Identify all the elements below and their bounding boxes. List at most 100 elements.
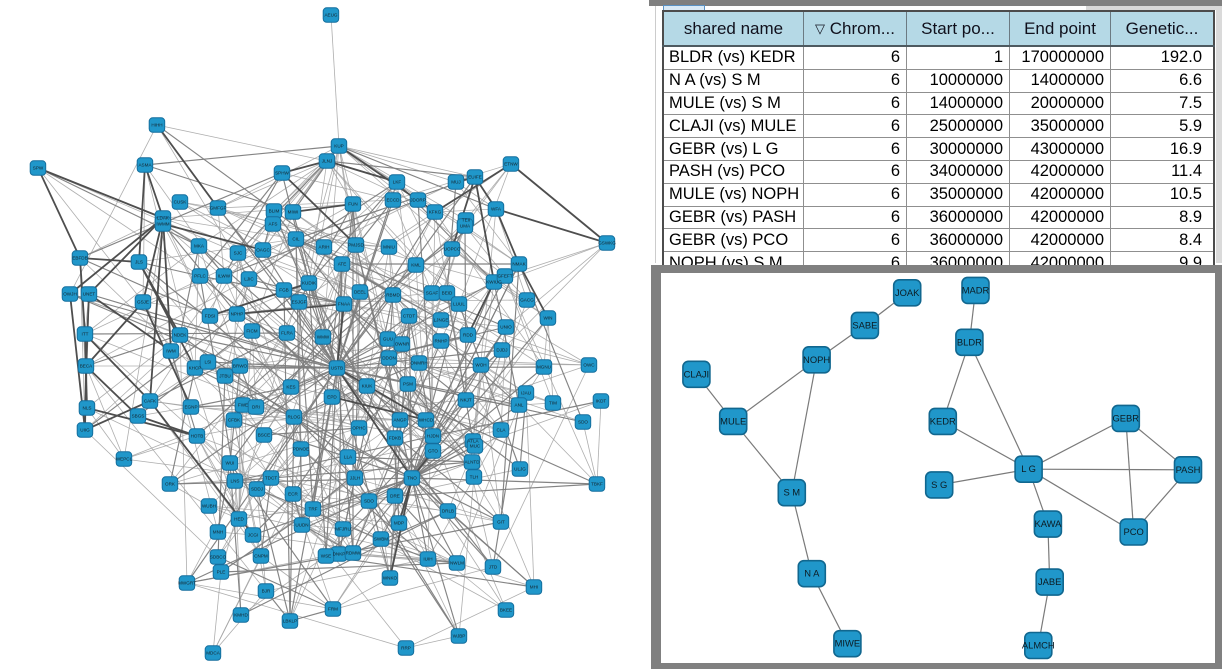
svg-text:MUC: MUC [470,444,481,449]
svg-text:GFEFT: GFEFT [497,274,512,279]
svg-text:LBKLP: LBKLP [283,619,297,624]
svg-text:EBFDB: EBFDB [72,256,87,261]
svg-text:NOPH: NOPH [803,354,830,365]
svg-text:HJDN: HJDN [427,434,439,439]
svg-text:ORK: ORK [165,482,176,487]
svg-text:LDAK: LDAK [157,216,170,221]
svg-text:MULE: MULE [720,415,746,426]
svg-text:S G: S G [931,479,947,490]
svg-text:USTB: USTB [331,366,343,371]
svg-text:LSI: LSI [205,360,212,365]
svg-text:BECA: BECA [80,364,93,369]
svg-text:MDP: MDP [394,521,404,526]
svg-text:MUJ: MUJ [451,180,460,185]
svg-text:CTDT: CTDT [403,314,415,319]
svg-text:N A: N A [804,568,820,579]
svg-text:GACG: GACG [520,298,534,303]
svg-text:SPHW: SPHW [275,171,289,176]
svg-text:L G: L G [1021,463,1036,474]
svg-text:WMW: WMW [317,335,330,340]
svg-text:EUIFE: EUIFE [468,175,482,180]
svg-text:HIHH: HIHH [151,123,162,128]
svg-text:MIWE: MIWE [834,638,860,649]
svg-text:MFJRU: MFJRU [335,527,351,532]
svg-text:ILWW: ILWW [218,274,231,279]
svg-text:PASH: PASH [1175,464,1200,475]
svg-text:JABE: JABE [1037,576,1060,587]
svg-text:ATE: ATE [338,262,347,267]
svg-text:JDORP: JDORP [410,198,426,203]
svg-text:UUDN: UUDN [295,523,308,528]
svg-text:SJC: SJC [234,251,243,256]
svg-text:WIN: WIN [544,316,553,321]
svg-text:DEEL: DEEL [354,290,366,295]
svg-text:NLS: NLS [83,406,92,411]
svg-text:BSCE: BSCE [258,433,271,438]
svg-text:FNAA: FNAA [338,302,351,307]
svg-text:KES: KES [286,385,295,390]
svg-text:WEPCL: WEPCL [116,457,133,462]
svg-text:BEID: BEID [442,291,453,296]
svg-text:ITT: ITT [82,332,89,337]
svg-text:FRM: FRM [328,607,338,612]
svg-text:FLRA: FLRA [281,331,294,336]
svg-text:SDO: SDO [364,499,374,504]
svg-text:TLH: TLH [470,475,479,480]
svg-text:ONMRH: ONMRH [410,361,427,366]
svg-text:MGNU: MGNU [537,365,551,370]
svg-text:PDNOE: PDNOE [293,447,309,452]
svg-text:RRP: RRP [401,646,411,651]
svg-text:KAWA: KAWA [1034,518,1062,529]
svg-text:NKJT: NKJT [460,398,472,403]
svg-text:FUN: FUN [348,202,357,207]
svg-text:MNIU: MNIU [383,245,395,250]
svg-text:PCO: PCO [1123,526,1143,537]
svg-text:CNPM: CNPM [254,554,268,559]
svg-text:LLA: LLA [344,455,353,460]
svg-text:BLIM: BLIM [269,209,280,214]
svg-text:CFBK: CFBK [228,418,241,423]
svg-text:HED: HED [234,517,244,522]
svg-text:MDCA: MDCA [206,651,220,656]
svg-text:ETNW: ETNW [504,162,518,167]
svg-text:IKDT: IKDT [596,399,607,404]
svg-text:MADR: MADR [961,284,989,295]
svg-text:GSJE: GSJE [137,300,149,305]
svg-text:ARIH: ARIH [319,245,330,250]
svg-text:WUBH: WUBH [202,504,216,509]
svg-text:GIT: GIT [497,520,505,525]
svg-text:LUUL: LUUL [453,302,465,307]
svg-text:SWBM: SWBM [374,537,388,542]
svg-text:JJLH: JJLH [350,476,360,481]
svg-text:NMAK: NMAK [512,262,526,267]
svg-text:CAFK: CAFK [144,399,157,404]
svg-text:MNH: MNH [213,530,223,535]
svg-text:UIIG: UIIG [80,428,90,433]
svg-text:SDBCO: SDBCO [210,555,227,560]
svg-text:HOTB: HOTB [191,434,204,439]
svg-text:JCGI: JCGI [248,533,258,538]
svg-text:PMJSD: PMJSD [348,243,364,248]
svg-text:FGB: FGB [279,288,288,293]
svg-text:SDDJ: SDDJ [251,487,263,492]
svg-text:ANGP: ANGP [393,418,406,423]
svg-text:UMA: UMA [460,224,471,229]
svg-text:TBKF: TBKF [591,482,603,487]
svg-text:ALMCH: ALMCH [1021,640,1054,651]
svg-text:CUSK: CUSK [174,200,188,205]
svg-text:IJAU: IJAU [521,391,531,396]
svg-text:AEUG: AEUG [324,13,337,18]
svg-text:ALNTD: ALNTD [464,460,480,465]
svg-text:KIUK: KIUK [362,384,374,389]
svg-text:TDCT: TDCT [265,476,277,481]
svg-text:ASMA: ASMA [138,163,152,168]
svg-text:KUDIK: KUDIK [302,281,317,286]
svg-text:SGAF: SGAF [426,291,439,296]
svg-text:FDKB: FDKB [389,436,401,441]
svg-text:LJNGE: LJNGE [434,318,449,323]
svg-text:PLE: PLE [217,570,226,575]
svg-text:UNET: UNET [83,292,96,297]
svg-text:GSWKG: GSWKG [598,241,616,246]
svg-text:WSE: WSE [321,554,331,559]
svg-text:KML: KML [411,263,421,268]
